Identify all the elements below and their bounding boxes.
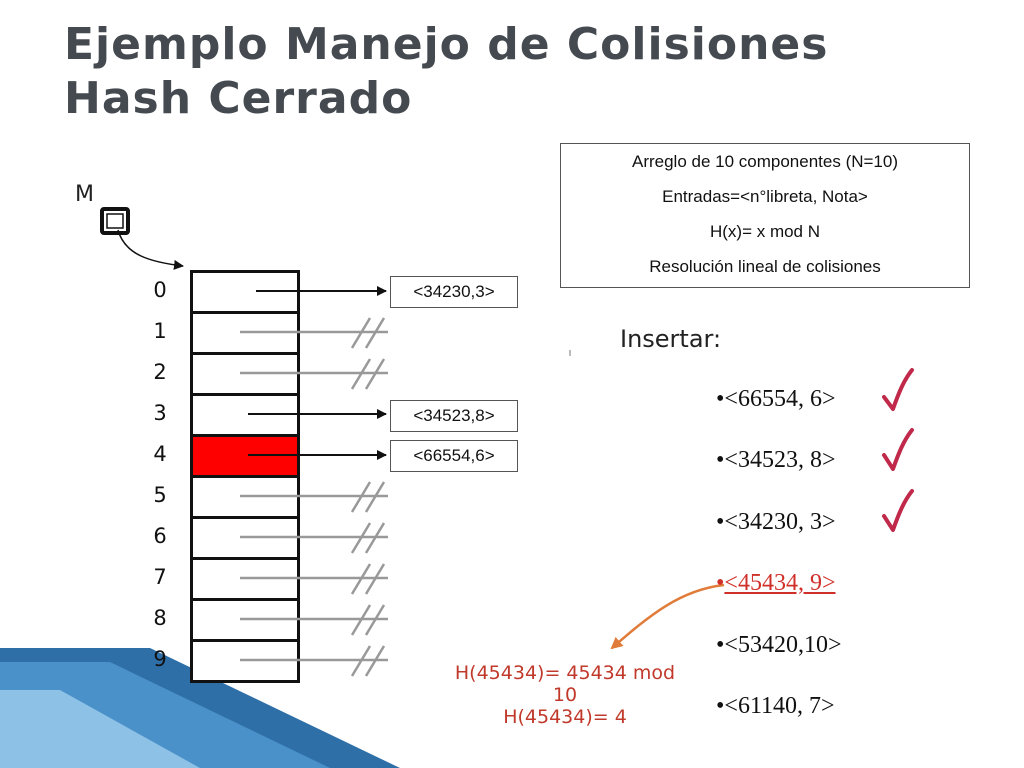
insert-item: •<53420,10> [716,632,842,658]
insert-item-current: •<45434, 9> [716,570,836,596]
insert-item-text: <34230, 3> [724,509,836,535]
insert-item: •<34523, 8> [716,447,836,473]
index-label: 2 [153,360,167,384]
insert-item-text: <66554, 6> [724,386,836,412]
title-line-1: Ejemplo Manejo de Colisiones [64,19,829,70]
entry-box-3: <34523,8> [390,400,518,432]
table-cell-5 [193,478,297,519]
table-cell-2 [193,355,297,396]
insert-item: •<66554, 6> [716,386,836,412]
table-cell-3 [193,396,297,437]
info-line-4: Resolución lineal de colisiones [649,257,881,276]
hash-formula: H(45434)= 45434 mod 10 H(45434)= 4 [420,662,710,728]
info-line-1: Arreglo de 10 componentes (N=10) [631,152,898,171]
null-pointer-7 [240,563,388,595]
insert-item-text: <61140, 7> [724,693,835,719]
formula-line-2: 10 [552,684,578,706]
entry-box-4: <66554,6> [390,440,518,472]
insert-item-text: <45434, 9> [724,570,836,596]
null-pointer-6 [240,522,388,554]
index-label: 9 [153,647,167,671]
table-cell-0 [193,273,297,314]
check-icon [882,489,914,532]
pointer-arrow [117,229,184,270]
check-icon [882,428,914,471]
index-label: 6 [153,524,167,548]
null-pointer-9 [240,645,388,677]
null-pointer-8 [240,604,388,636]
insert-item: •<61140, 7> [716,693,835,719]
index-label: 5 [153,483,167,507]
check-icon [882,368,914,411]
null-pointer-2 [240,358,388,390]
index-label: 0 [153,278,167,302]
table-cell-4-highlighted [193,437,297,478]
table-cell-8 [193,601,297,642]
title-line-2: Hash Cerrado [64,73,413,124]
insert-title: Insertar: [620,325,722,353]
formula-line-3: H(45434)= 4 [503,706,627,728]
null-pointer-1 [240,317,388,349]
slide-title: Ejemplo Manejo de Colisiones Hash Cerrad… [64,18,828,126]
index-label: 8 [153,606,167,630]
pointer-box-inner [106,213,124,229]
hash-calc-arrow [610,583,725,650]
pointer-label: M [75,182,94,207]
index-label: 3 [153,401,167,425]
index-label: 4 [153,442,167,466]
hash-table [190,270,300,683]
corner-wedge-light [0,690,200,768]
null-pointer-5 [240,481,388,513]
formula-line-1: H(45434)= 45434 mod [454,662,676,684]
info-box: Arreglo de 10 componentes (N=10) Entrada… [560,143,970,288]
table-cell-1 [193,314,297,355]
table-cell-7 [193,560,297,601]
insert-item-text: <53420,10> [724,632,842,658]
pointer-box [100,207,130,235]
info-line-2: Entradas=<n°libreta, Nota> [662,187,868,206]
info-line-3: H(x)= x mod N [709,222,821,241]
index-label: 1 [153,319,167,343]
index-label: 7 [153,565,167,589]
entry-box-0: <34230,3> [390,276,518,308]
table-cell-6 [193,519,297,560]
insert-item-text: <34523, 8> [724,447,836,473]
insert-item: •<34230, 3> [716,509,836,535]
